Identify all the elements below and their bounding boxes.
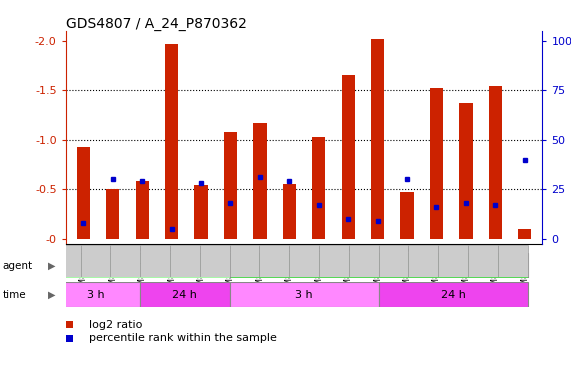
Text: time: time [3, 290, 26, 300]
Bar [259, 245, 289, 277]
Text: GDS4807 / A_24_P870362: GDS4807 / A_24_P870362 [66, 17, 247, 31]
Bar [170, 245, 200, 277]
Bar [379, 245, 408, 277]
Text: agent: agent [3, 261, 33, 271]
Bar [51, 282, 140, 307]
Bar [430, 88, 443, 239]
Bar [140, 282, 230, 307]
Bar [200, 245, 230, 277]
Bar [349, 245, 379, 277]
Bar [51, 253, 230, 278]
Text: 24 h: 24 h [441, 290, 465, 300]
Bar [408, 245, 438, 277]
Text: log2 ratio: log2 ratio [89, 320, 142, 330]
Bar [224, 132, 237, 239]
Bar [459, 103, 473, 239]
Bar [489, 86, 502, 239]
Text: 24 h: 24 h [172, 290, 198, 300]
Bar [140, 245, 170, 277]
Bar [400, 192, 413, 239]
Bar [81, 245, 110, 277]
Text: percentile rank within the sample: percentile rank within the sample [89, 333, 276, 343]
Bar [77, 147, 90, 239]
Text: 3 h: 3 h [295, 290, 313, 300]
Text: ▶: ▶ [48, 290, 55, 300]
Bar [106, 189, 119, 239]
Text: ▶: ▶ [48, 261, 55, 271]
Bar [283, 184, 296, 239]
Bar [518, 229, 532, 239]
Bar [230, 245, 259, 277]
Bar [341, 75, 355, 239]
Text: 3 h: 3 h [87, 290, 104, 300]
Bar [195, 185, 208, 239]
Bar [51, 245, 81, 277]
Bar [379, 282, 528, 307]
Bar [371, 39, 384, 239]
Text: control: control [121, 261, 159, 271]
Bar [289, 245, 319, 277]
Bar [110, 245, 140, 277]
Bar [135, 181, 149, 239]
Bar [165, 44, 178, 239]
Bar [254, 123, 267, 239]
Bar [230, 282, 379, 307]
Text: IL-17C: IL-17C [361, 261, 396, 271]
Bar [230, 253, 528, 278]
Bar [468, 245, 498, 277]
Bar [312, 137, 325, 239]
Bar [319, 245, 349, 277]
Bar [498, 245, 528, 277]
Bar [438, 245, 468, 277]
